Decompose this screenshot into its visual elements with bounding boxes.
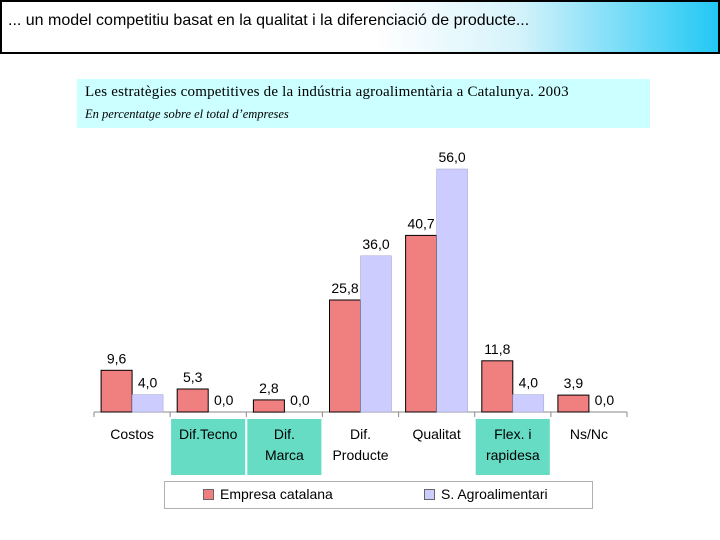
category-label: Dif.: [350, 426, 371, 442]
bar-series-1: [557, 394, 590, 413]
bar-series-1: [405, 234, 438, 413]
category-label: Qualitat: [412, 426, 460, 442]
category-highlight: [171, 419, 246, 475]
category-label: rapidesa: [486, 447, 540, 463]
category-label: Marca: [265, 447, 304, 463]
legend-label-series-1: Empresa catalana: [220, 486, 333, 502]
category-highlight: [475, 419, 550, 475]
chart-subtitle: En percentatge sobre el total d’empreses: [85, 107, 289, 121]
bar-series-1: [481, 360, 514, 413]
category-label: Dif.: [274, 426, 295, 442]
bar-series-1: [100, 369, 133, 413]
legend-item-series-2: S. Agroalimentari: [424, 486, 548, 502]
legend-item-series-1: Empresa catalana: [203, 486, 333, 502]
data-label-series-1: 9,6: [107, 350, 127, 366]
category-label: Dif.Tecno: [179, 426, 238, 442]
bar-series-1: [329, 299, 361, 413]
slide-title-bar: ... un model competitiu basat en la qual…: [0, 0, 720, 54]
slide-title: ... un model competitiu basat en la qual…: [8, 12, 530, 29]
data-label-series-2: 0,0: [595, 392, 615, 408]
legend-swatch-series-1: [203, 488, 214, 500]
category-label: Costos: [110, 426, 154, 442]
bar-series-2: [436, 168, 468, 413]
data-label-series-2: 4,0: [138, 375, 158, 391]
chart-header: Les estratègies competitives de la indús…: [77, 79, 650, 128]
legend-label-series-2: S. Agroalimentari: [441, 486, 548, 502]
bar-series-2: [512, 394, 545, 413]
bar-series-2: [360, 255, 392, 413]
data-label-series-1: 3,9: [564, 375, 584, 391]
chart-legend: Empresa catalana S. Agroalimentari: [164, 481, 593, 509]
chart-title: Les estratègies competitives de la indús…: [85, 84, 569, 100]
data-label-series-2: 0,0: [290, 392, 310, 408]
legend-swatch-series-2: [424, 488, 435, 500]
data-label-series-2: 36,0: [362, 236, 389, 252]
bar-series-1: [176, 388, 209, 413]
data-label-series-1: 2,8: [259, 380, 279, 396]
data-label-series-2: 4,0: [519, 375, 539, 391]
bar-series-2: [131, 394, 164, 413]
data-label-series-1: 11,8: [484, 341, 510, 357]
bar-series-1: [252, 399, 285, 413]
category-label: Producte: [332, 447, 388, 463]
data-label-series-1: 40,7: [407, 215, 434, 231]
data-label-series-2: 56,0: [438, 149, 465, 165]
data-label-series-2: 0,0: [214, 392, 234, 408]
data-label-series-1: 25,8: [331, 280, 358, 296]
data-label-series-1: 5,3: [183, 369, 203, 385]
category-label: Flex. i: [494, 426, 531, 442]
category-label: Ns/Nc: [570, 426, 608, 442]
category-highlight: [247, 419, 322, 475]
